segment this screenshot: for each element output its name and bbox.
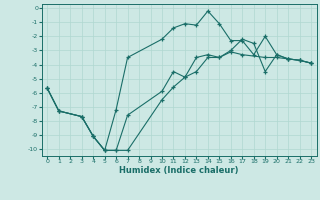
- X-axis label: Humidex (Indice chaleur): Humidex (Indice chaleur): [119, 166, 239, 175]
